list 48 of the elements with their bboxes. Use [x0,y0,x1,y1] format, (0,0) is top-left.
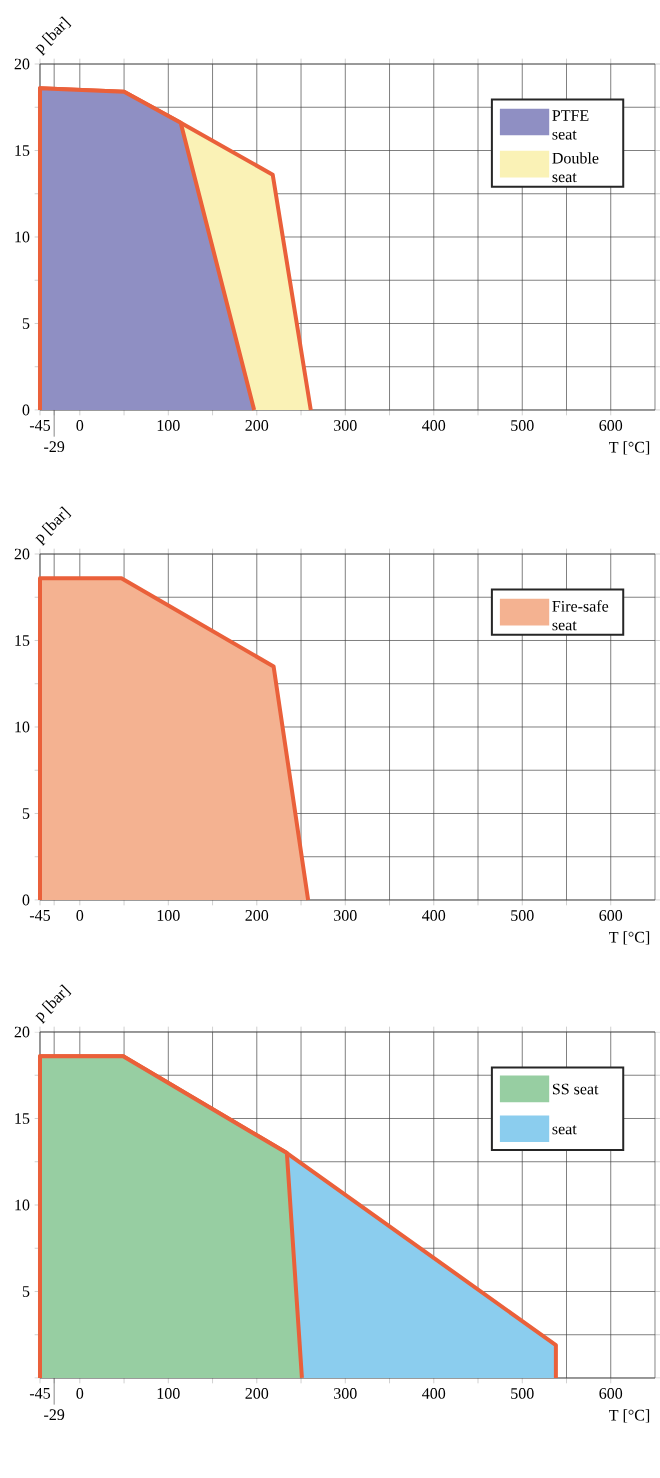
x-tick-label: 0 [76,910,84,921]
x-tick-label: 500 [511,420,534,431]
x-tick-label: 600 [599,910,623,921]
x-tick-label: 500 [511,910,534,921]
legend-label: Double seat [552,152,599,183]
legend-label: PTFE seat [552,110,589,140]
y-tick-label: 15 [15,1113,30,1124]
x-tick-label: 0 [76,420,84,431]
y-tick-label: 0 [22,894,30,906]
y-tick-label: 5 [22,808,30,819]
legend-label: seat [552,1125,577,1135]
x-tick-label: 200 [245,420,269,431]
x-tick-label: -45 [29,420,51,431]
y-tick-label: 10 [15,1199,30,1211]
x-tick-label: 400 [422,910,446,921]
x-tick-label: 200 [245,1388,269,1399]
x-tick-label: 100 [157,1388,180,1399]
x-tick-label: 100 [157,420,180,431]
y-tick-label: 15 [15,635,30,646]
y-tick-label: 5 [22,318,30,329]
x-tick-label: 0 [76,1388,84,1399]
legend-label: Fire-safe seat [552,600,609,631]
x-tick-label: 400 [422,1388,446,1399]
text: -29 [44,441,65,453]
x-tick-label: 600 [599,420,623,431]
y-tick-label: 15 [15,145,30,156]
legend-label: SS seat [552,1083,599,1095]
x-tick-label: 300 [334,910,357,921]
x-axis-title: T [°C] [609,931,650,945]
y-tick-label: 5 [22,1286,30,1297]
text: -29 [44,1409,65,1421]
y-tick-label: 20 [14,548,30,560]
x-tick-label: 400 [422,420,446,431]
x-axis-title: T [°C] [609,441,650,455]
x-tick-label: -45 [29,1388,51,1399]
x-tick-label: 300 [334,1388,357,1399]
x-tick-label: 200 [245,910,269,921]
y-tick-label: 10 [15,231,30,243]
x-tick-label: 100 [157,910,180,921]
y-tick-label: 20 [14,1026,30,1038]
y-tick-label: 20 [14,58,30,70]
y-tick-label: 0 [22,404,30,416]
x-tick-label: -45 [29,910,51,921]
x-tick-label: 600 [599,1388,623,1399]
x-axis-title: T [°C] [609,1409,650,1423]
y-tick-label: 10 [15,721,30,733]
x-tick-label: 300 [334,420,357,431]
x-tick-label: 500 [511,1388,534,1399]
